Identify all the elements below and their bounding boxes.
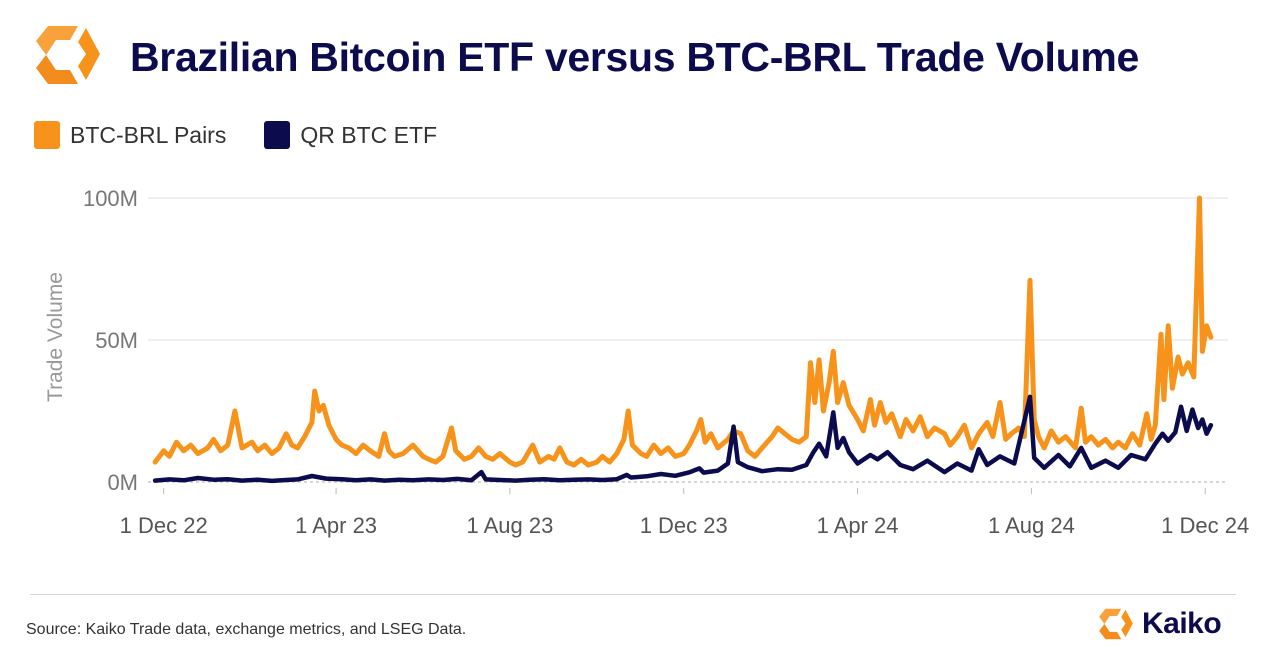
x-tick-label: 1 Dec 22	[120, 513, 208, 538]
kaiko-logo-mark	[36, 26, 100, 84]
chart-title: Brazilian Bitcoin ETF versus BTC-BRL Tra…	[130, 34, 1139, 80]
legend: BTC-BRL Pairs QR BTC ETF	[34, 121, 475, 149]
x-tick-label: 1 Aug 23	[466, 513, 553, 538]
legend-swatch-qr-btc-etf	[264, 121, 291, 149]
x-tick-label: 1 Apr 24	[817, 513, 899, 538]
legend-item-qr-btc-etf[interactable]: QR BTC ETF	[264, 121, 437, 149]
y-tick-label: 0M	[107, 470, 138, 495]
footer-divider	[30, 594, 1236, 595]
x-tick-label: 1 Apr 23	[295, 513, 377, 538]
legend-label-qr-btc-etf: QR BTC ETF	[300, 121, 438, 148]
y-tick-label: 100M	[83, 186, 138, 211]
series-line-btc-brl-pairs	[152, 195, 1214, 468]
y-tick-label: 50M	[95, 328, 138, 353]
legend-swatch-btc-brl	[34, 121, 60, 149]
kaiko-wordmark: Kaiko	[1142, 607, 1222, 640]
x-tick-label: 1 Dec 23	[640, 513, 728, 538]
x-tick-label: 1 Aug 24	[988, 513, 1075, 538]
kaiko-small-logo-icon	[1099, 608, 1133, 640]
series-line-qr-btc-etf	[152, 394, 1214, 484]
legend-label-btc-brl: BTC-BRL Pairs	[70, 121, 227, 148]
legend-item-btc-brl[interactable]: BTC-BRL Pairs	[34, 121, 226, 149]
y-axis-title: Trade Volume	[44, 272, 67, 402]
kaiko-brand: Kaiko	[1096, 606, 1222, 642]
x-tick-label: 1 Dec 24	[1161, 513, 1249, 538]
line-chart: 0M 50M 100M 1 Dec 22 1 Apr 23 1 Aug 23 1 Dec 2…	[44, 186, 1249, 538]
source-note: Source: Kaiko Trade data, exchange metri…	[26, 621, 467, 638]
